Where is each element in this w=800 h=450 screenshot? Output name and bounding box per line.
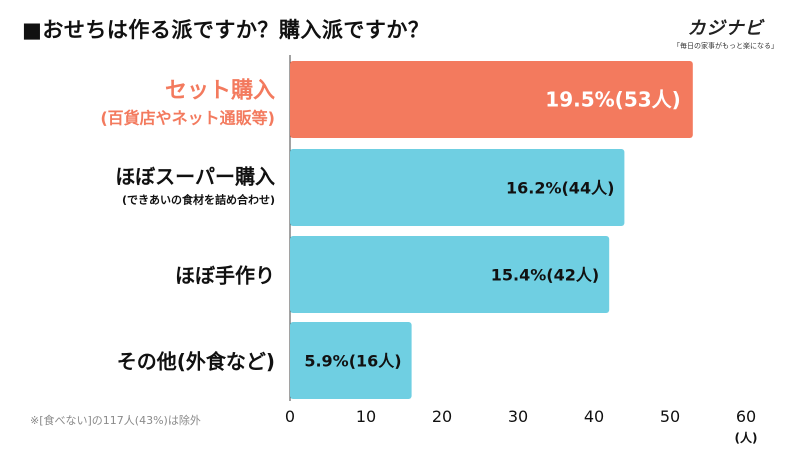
data-label-4: 5.9%(16人) [304, 352, 401, 371]
category-label-1: セット購入 [165, 79, 275, 104]
data-label-2: 16.2%(44人) [506, 179, 614, 198]
x-tick-label-60: 60 [736, 407, 756, 426]
data-label-3: 15.4%(42人) [491, 266, 599, 285]
x-tick-label-20: 20 [432, 407, 452, 426]
bar-2 [290, 149, 625, 226]
bar-4 [290, 322, 412, 399]
bar-3 [290, 236, 610, 313]
x-axis-label: (人) [735, 430, 758, 445]
category-label-2: ほぼスーパー購入 [115, 165, 275, 189]
page-title: ■おせちは作る派ですか？購入派ですか？ [22, 18, 430, 42]
x-tick-label-10: 10 [356, 407, 376, 426]
data-label-1: 19.5%(53人) [545, 88, 681, 112]
logo-name: カジナビ [687, 18, 764, 39]
footnote: ※[食べない]の117人(43%)は除外 [30, 414, 201, 427]
x-tick-label-50: 50 [660, 407, 680, 426]
category-sublabel-1: (百貨店やネット通販等) [100, 109, 275, 128]
x-tick-label-30: 30 [508, 407, 528, 426]
category-sublabel-2: (できあいの食材を詰め合わせ) [122, 193, 275, 207]
bar-1 [290, 61, 693, 138]
brand-logo: カジナビ 「毎日の家事がもっと楽になる」 [673, 14, 778, 51]
x-tick-label-0: 0 [285, 407, 295, 426]
logo-tagline: 「毎日の家事がもっと楽になる」 [673, 42, 778, 50]
category-label-3: ほぼ手作り [175, 264, 275, 288]
category-label-4: その他(外食など) [117, 350, 275, 374]
x-tick-label-40: 40 [584, 407, 604, 426]
